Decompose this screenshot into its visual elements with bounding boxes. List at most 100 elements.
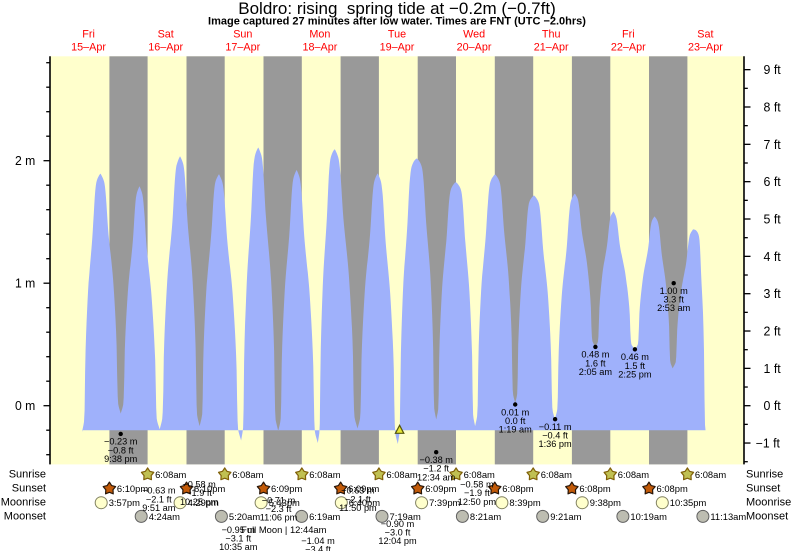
svg-text:2 m: 2 m [15, 154, 35, 168]
svg-text:0 ft: 0 ft [764, 399, 782, 413]
svg-text:6:08am: 6:08am [541, 469, 572, 480]
svg-text:Moonrise: Moonrise [746, 497, 791, 509]
svg-text:10:19am: 10:19am [630, 511, 667, 522]
svg-text:8:21am: 8:21am [470, 511, 501, 522]
svg-text:23–Apr: 23–Apr [688, 42, 723, 54]
svg-text:−0.23 m: −0.23 m [104, 437, 138, 447]
svg-text:1.00 m: 1.00 m [660, 286, 688, 296]
svg-text:6:08pm: 6:08pm [657, 483, 688, 494]
svg-text:−0.63 m: −0.63 m [341, 486, 375, 496]
svg-text:15–Apr: 15–Apr [71, 42, 106, 54]
svg-text:8 ft: 8 ft [764, 101, 782, 115]
svg-text:7 ft: 7 ft [764, 138, 782, 152]
svg-text:18–Apr: 18–Apr [302, 42, 337, 54]
svg-text:Sun: Sun [233, 29, 252, 41]
svg-text:12:04 pm: 12:04 pm [378, 536, 417, 546]
svg-text:12:50 pm: 12:50 pm [458, 497, 497, 507]
svg-text:−0.8 ft: −0.8 ft [108, 445, 134, 455]
svg-text:20–Apr: 20–Apr [457, 42, 492, 54]
svg-text:Moonset: Moonset [746, 510, 788, 522]
svg-text:2:05 am: 2:05 am [579, 367, 613, 377]
svg-text:−0.58 m: −0.58 m [460, 480, 494, 490]
svg-text:10:35 am: 10:35 am [219, 542, 258, 551]
svg-text:22–Apr: 22–Apr [611, 42, 646, 54]
svg-text:3 ft: 3 ft [764, 287, 782, 301]
svg-text:0.01 m: 0.01 m [501, 407, 529, 417]
svg-text:8:39pm: 8:39pm [509, 497, 540, 508]
svg-text:0.46 m: 0.46 m [621, 352, 649, 362]
svg-text:Moonrise: Moonrise [1, 497, 46, 509]
svg-text:19–Apr: 19–Apr [380, 42, 415, 54]
svg-text:4:24am: 4:24am [149, 511, 180, 522]
svg-text:4 ft: 4 ft [764, 250, 782, 264]
svg-text:7:19am: 7:19am [390, 511, 421, 522]
svg-text:−0.71 m: −0.71 m [262, 495, 296, 505]
svg-text:9:21am: 9:21am [550, 511, 581, 522]
svg-text:1 m: 1 m [15, 277, 35, 291]
svg-text:11:13am: 11:13am [710, 511, 746, 522]
svg-text:5 ft: 5 ft [764, 213, 782, 227]
svg-text:−0.90 m: −0.90 m [381, 519, 415, 529]
svg-text:0.0 ft: 0.0 ft [505, 416, 526, 426]
svg-text:6:08pm: 6:08pm [502, 483, 533, 494]
svg-text:Fri: Fri [82, 29, 95, 41]
svg-text:9 ft: 9 ft [764, 63, 782, 77]
svg-text:−0.63 m: −0.63 m [142, 486, 176, 496]
svg-text:9:38pm: 9:38pm [590, 497, 621, 508]
svg-text:6:09pm: 6:09pm [348, 483, 379, 494]
svg-text:−3.4 ft: −3.4 ft [305, 545, 331, 551]
svg-text:5:43pm: 5:43pm [269, 497, 300, 508]
svg-text:−0.58 m: −0.58 m [182, 480, 216, 490]
svg-text:Boldro: rising spring tide at: Boldro: rising spring tide at −0.2m (−0.… [238, 0, 556, 18]
svg-text:Thu: Thu [542, 29, 561, 41]
svg-text:−1.2 ft: −1.2 ft [423, 464, 449, 474]
svg-text:1.6 ft: 1.6 ft [585, 358, 606, 368]
svg-text:−1.9 ft: −1.9 ft [186, 488, 212, 498]
svg-text:−3.0 ft: −3.0 ft [385, 527, 411, 537]
svg-text:17–Apr: 17–Apr [225, 42, 260, 54]
svg-text:−1 ft: −1 ft [756, 437, 781, 451]
svg-text:6:08am: 6:08am [386, 469, 417, 480]
svg-text:1 ft: 1 ft [764, 362, 782, 376]
svg-text:7:39pm: 7:39pm [429, 497, 460, 508]
svg-text:Mon: Mon [309, 29, 330, 41]
svg-text:9:38 pm: 9:38 pm [104, 454, 138, 464]
svg-text:11:50 pm: 11:50 pm [339, 503, 377, 513]
svg-text:10:25 pm: 10:25 pm [180, 497, 219, 507]
svg-text:1:19 am: 1:19 am [499, 424, 533, 434]
svg-text:12:34 am: 12:34 am [417, 472, 456, 482]
svg-text:6:08pm: 6:08pm [579, 483, 610, 494]
svg-text:0.48 m: 0.48 m [581, 350, 609, 360]
svg-text:−0.95 m: −0.95 m [222, 525, 256, 535]
svg-text:6:08am: 6:08am [618, 469, 649, 480]
svg-text:6:08am: 6:08am [309, 469, 340, 480]
svg-text:−0.38 m: −0.38 m [419, 455, 453, 465]
svg-text:Tue: Tue [388, 29, 406, 41]
svg-text:16–Apr: 16–Apr [148, 42, 183, 54]
svg-text:−3.1 ft: −3.1 ft [225, 533, 251, 543]
svg-text:−0.11 m: −0.11 m [539, 422, 572, 432]
svg-text:6:08am: 6:08am [464, 469, 495, 480]
svg-text:3:57pm: 3:57pm [109, 497, 140, 508]
svg-text:10:35pm: 10:35pm [670, 497, 707, 508]
svg-text:4:29pm: 4:29pm [188, 497, 219, 508]
svg-text:2:53 am: 2:53 am [657, 303, 691, 313]
svg-text:6:10pm: 6:10pm [117, 483, 148, 494]
svg-text:Full Moon | 12:44am: Full Moon | 12:44am [241, 524, 326, 535]
svg-text:21–Apr: 21–Apr [534, 42, 569, 54]
svg-text:Sunset: Sunset [12, 483, 46, 495]
svg-text:6 ft: 6 ft [764, 175, 782, 189]
svg-text:Wed: Wed [463, 29, 485, 41]
svg-text:Moonset: Moonset [4, 510, 46, 522]
svg-text:3.3 ft: 3.3 ft [663, 295, 684, 305]
svg-text:Sunrise: Sunrise [746, 468, 783, 480]
svg-text:Fri: Fri [622, 29, 635, 41]
svg-text:6:08am: 6:08am [232, 469, 263, 480]
svg-text:2 ft: 2 ft [764, 325, 782, 339]
svg-text:Sat: Sat [158, 29, 174, 41]
svg-text:−1.04 m: −1.04 m [301, 536, 335, 546]
svg-text:5:20am: 5:20am [229, 511, 260, 522]
svg-text:1.5 ft: 1.5 ft [625, 361, 646, 371]
svg-text:0 m: 0 m [15, 399, 35, 413]
svg-text:−2.1 ft: −2.1 ft [345, 494, 371, 504]
